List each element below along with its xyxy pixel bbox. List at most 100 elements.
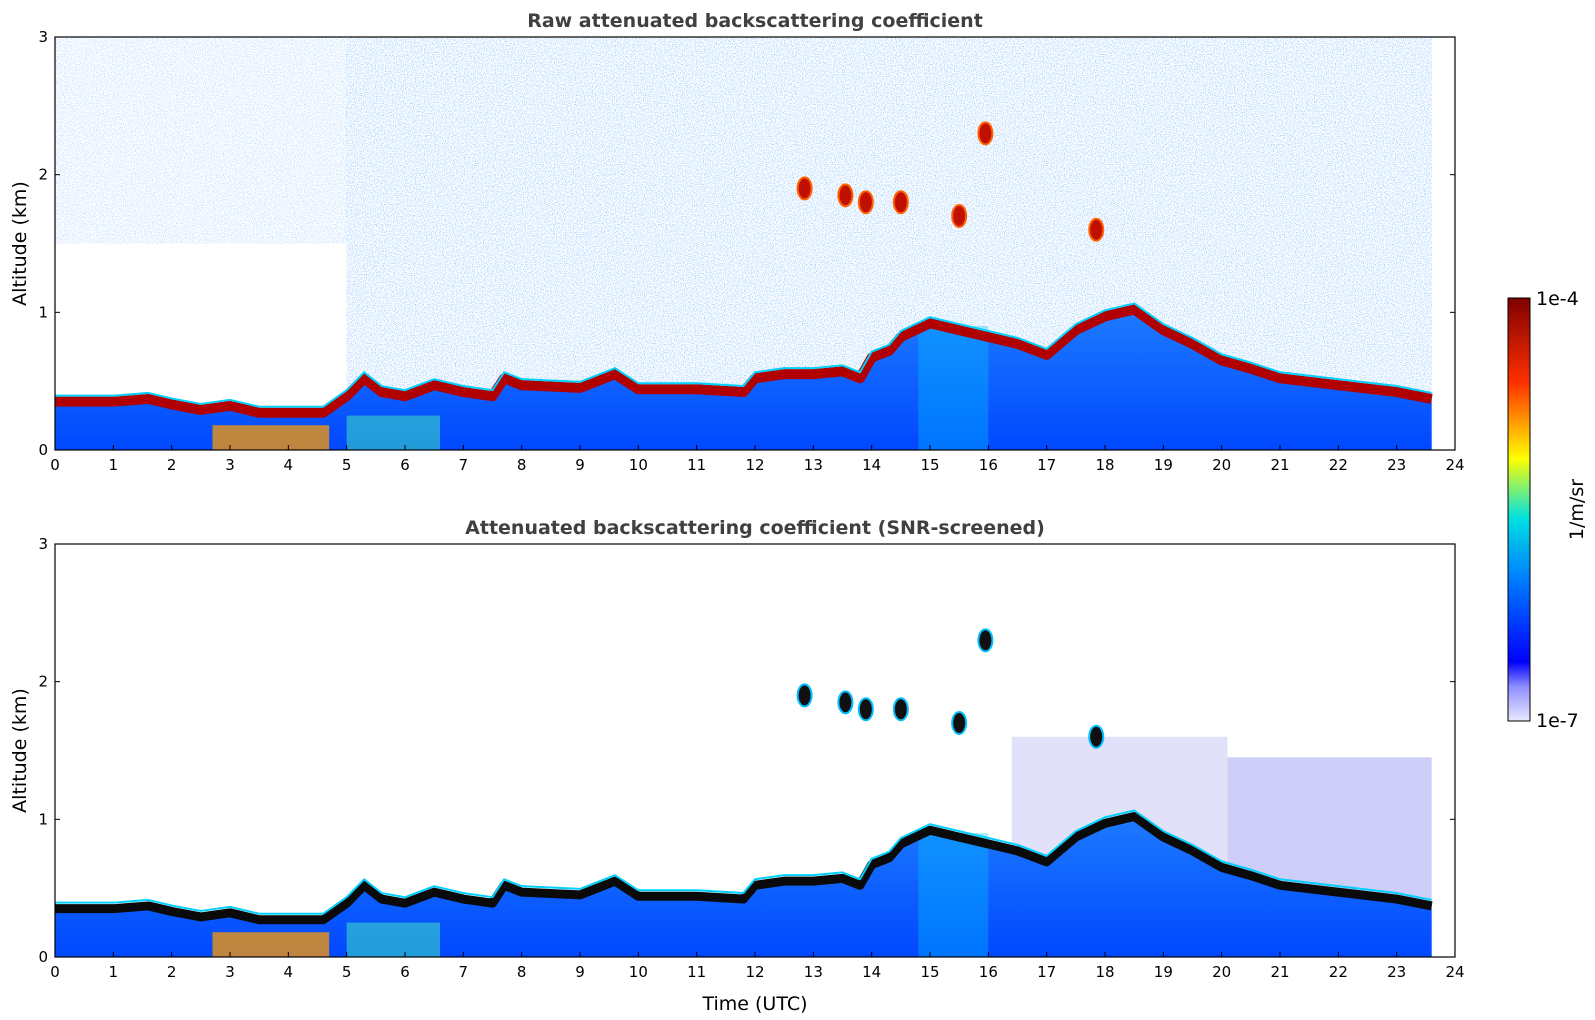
heatmap-area xyxy=(55,628,1433,957)
x-tick-label: 7 xyxy=(459,963,469,981)
x-tick-label: 21 xyxy=(1270,963,1289,981)
cloud-feature xyxy=(1088,724,1105,749)
panel-title: Raw attenuated backscattering coefficien… xyxy=(527,10,983,32)
colorbar-gradient xyxy=(1507,297,1531,722)
boundary-layer-area xyxy=(55,812,1432,957)
x-tick-label: 6 xyxy=(400,456,410,474)
boundary-layer-edge xyxy=(55,302,1432,408)
x-tick-label: 14 xyxy=(862,963,881,981)
cloud-feature xyxy=(951,203,968,228)
x-tick-label: 12 xyxy=(745,963,764,981)
x-tick-label: 20 xyxy=(1212,456,1231,474)
panel-snr-screened-backscatter: Attenuated backscattering coefficient (S… xyxy=(9,517,1465,1015)
noise-layer xyxy=(55,37,347,244)
x-tick-label: 3 xyxy=(225,963,235,981)
boundary-layer-edge xyxy=(55,809,1432,915)
y-axis-ticks: 0 1 2 3 xyxy=(38,28,1455,459)
boundary-layer-top xyxy=(55,304,1433,418)
panel-raw-backscatter: Raw attenuated backscattering coefficien… xyxy=(9,10,1465,474)
y-tick-label: 2 xyxy=(38,166,48,184)
x-tick-label: 14 xyxy=(862,456,881,474)
x-tick-label: 2 xyxy=(167,963,177,981)
cloud-feature xyxy=(1088,217,1105,242)
y-axis-label: Altitude (km) xyxy=(9,688,31,813)
cloud-feature xyxy=(977,121,994,146)
x-tick-label: 22 xyxy=(1329,963,1348,981)
x-tick-label: 23 xyxy=(1387,456,1406,474)
x-tick-label: 4 xyxy=(284,456,294,474)
x-tick-label: 10 xyxy=(629,456,648,474)
cloud-feature xyxy=(892,697,909,722)
x-tick-label: 0 xyxy=(50,963,60,981)
x-tick-label: 16 xyxy=(979,456,998,474)
y-tick-label: 0 xyxy=(38,948,48,966)
panel-title: Attenuated backscattering coefficient (S… xyxy=(465,517,1045,539)
x-tick-label: 9 xyxy=(575,963,585,981)
x-tick-label: 2 xyxy=(167,456,177,474)
heatmap-area xyxy=(55,37,1433,450)
warm-low-layer xyxy=(212,425,330,450)
x-tick-label: 9 xyxy=(575,456,585,474)
x-tick-label: 5 xyxy=(342,456,352,474)
x-tick-label: 21 xyxy=(1270,456,1289,474)
x-tick-label: 11 xyxy=(687,456,706,474)
x-tick-label: 19 xyxy=(1154,963,1173,981)
x-tick-label: 13 xyxy=(804,963,823,981)
y-tick-label: 3 xyxy=(38,28,48,46)
cloud-feature xyxy=(796,176,813,201)
y-axis-label: Altitude (km) xyxy=(9,181,31,306)
y-tick-label: 1 xyxy=(38,810,48,828)
cloud-feature xyxy=(796,683,813,708)
colorbar-min-label: 1e-7 xyxy=(1536,710,1579,732)
x-axis-ticks: 0 1 2 3 4 5 6 7 8 9 10 11 12 13 14 15 16 17 18 19 20 21 22 23 24 xyxy=(50,445,1465,474)
colorbar-max-label: 1e-4 xyxy=(1536,288,1579,310)
x-tick-label: 0 xyxy=(50,456,60,474)
x-axis-label: Time (UTC) xyxy=(701,993,807,1015)
x-tick-label: 22 xyxy=(1329,456,1348,474)
x-tick-label: 18 xyxy=(1095,456,1114,474)
x-tick-label: 15 xyxy=(920,963,939,981)
cloud-feature xyxy=(977,628,994,653)
x-tick-label: 1 xyxy=(109,456,119,474)
boundary-layer-area xyxy=(55,305,1432,450)
x-tick-label: 12 xyxy=(745,456,764,474)
cloud-feature xyxy=(837,690,854,715)
convective-column xyxy=(918,326,989,450)
convective-column xyxy=(918,833,989,957)
cloud-feature xyxy=(857,697,874,722)
x-tick-label: 24 xyxy=(1445,963,1464,981)
cyan-low-layer xyxy=(346,922,440,957)
x-tick-label: 23 xyxy=(1387,963,1406,981)
x-tick-label: 7 xyxy=(459,456,469,474)
y-axis-ticks: 0 1 2 3 xyxy=(38,535,1455,966)
x-axis-ticks: 0 1 2 3 4 5 6 7 8 9 10 11 12 13 14 15 16 17 18 19 20 21 22 23 24 xyxy=(50,952,1465,981)
x-tick-label: 8 xyxy=(517,456,527,474)
y-tick-label: 2 xyxy=(38,673,48,691)
x-tick-label: 24 xyxy=(1445,456,1464,474)
cyan-low-layer xyxy=(346,415,440,450)
x-tick-label: 10 xyxy=(629,963,648,981)
x-tick-label: 5 xyxy=(342,963,352,981)
x-tick-label: 16 xyxy=(979,963,998,981)
x-tick-label: 20 xyxy=(1212,963,1231,981)
cloud-feature xyxy=(951,710,968,735)
cloud-feature xyxy=(837,183,854,208)
x-tick-label: 4 xyxy=(284,963,294,981)
x-tick-label: 6 xyxy=(400,963,410,981)
x-tick-label: 17 xyxy=(1037,456,1056,474)
y-tick-label: 1 xyxy=(38,303,48,321)
y-tick-label: 0 xyxy=(38,441,48,459)
x-tick-label: 13 xyxy=(804,456,823,474)
boundary-layer-top xyxy=(55,811,1433,925)
x-tick-label: 11 xyxy=(687,963,706,981)
x-tick-label: 18 xyxy=(1095,963,1114,981)
x-tick-label: 17 xyxy=(1037,963,1056,981)
cloud-feature xyxy=(892,190,909,215)
x-tick-label: 3 xyxy=(225,456,235,474)
colorbar-unit-label: 1/m/sr xyxy=(1566,479,1588,540)
x-tick-label: 1 xyxy=(109,963,119,981)
warm-low-layer xyxy=(212,932,330,957)
colorbar: 1e-4 1e-7 1/m/sr xyxy=(1507,288,1588,732)
x-tick-label: 15 xyxy=(920,456,939,474)
